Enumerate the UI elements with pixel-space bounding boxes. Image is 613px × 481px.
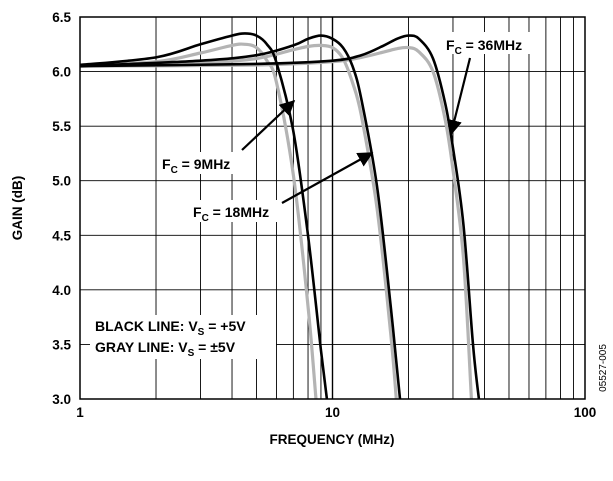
y-tick-label: 6.5 (52, 10, 71, 25)
x-tick-labels: 1 10 100 (76, 405, 596, 420)
legend-note-background (90, 315, 276, 359)
annotation-9mhz-label: FC = 9MHz (162, 156, 230, 176)
annotation-36mhz-background (441, 32, 541, 54)
y-tick-label: 5.0 (52, 174, 71, 189)
x-tick-label: 100 (574, 405, 597, 420)
x-tick-label: 1 (76, 405, 84, 420)
legend-note-gray: GRAY LINE: VS = ±5V (95, 339, 236, 359)
y-tick-label: 3.0 (52, 392, 71, 407)
x-tick-label: 10 (325, 405, 340, 420)
annotation-36mhz-arrow (446, 57, 472, 136)
legend-note-black: BLACK LINE: VS = +5V (95, 318, 246, 338)
y-tick-labels: 3.0 3.5 4.0 4.5 5.0 5.5 6.0 6.5 (52, 10, 71, 407)
annotation-18mhz-background (188, 200, 292, 222)
y-tick-label: 6.0 (52, 65, 71, 80)
y-tick-label: 3.5 (52, 337, 71, 352)
annotation-36mhz-label: FC = 36MHz (446, 37, 522, 57)
y-axis-title: GAIN (dB) (10, 176, 25, 241)
series-line (80, 43, 398, 399)
annotation-18mhz-arrow (281, 152, 374, 204)
y-tick-label: 5.5 (52, 119, 71, 134)
y-tick-label: 4.5 (52, 228, 71, 243)
series-line (80, 42, 318, 399)
series-line (80, 34, 402, 399)
plot-frame (79, 16, 586, 400)
figure-id: 05527-005 (598, 344, 609, 392)
data-series (80, 32, 481, 399)
series-line (80, 34, 481, 399)
annotation-18mhz-label: FC = 18MHz (193, 204, 269, 224)
annotation-9mhz-arrow (241, 99, 296, 151)
annotation-9mhz-background (158, 152, 252, 174)
y-tick-label: 4.0 (52, 283, 71, 298)
series-line (80, 32, 329, 399)
x-axis-title: FREQUENCY (MHz) (269, 432, 394, 447)
